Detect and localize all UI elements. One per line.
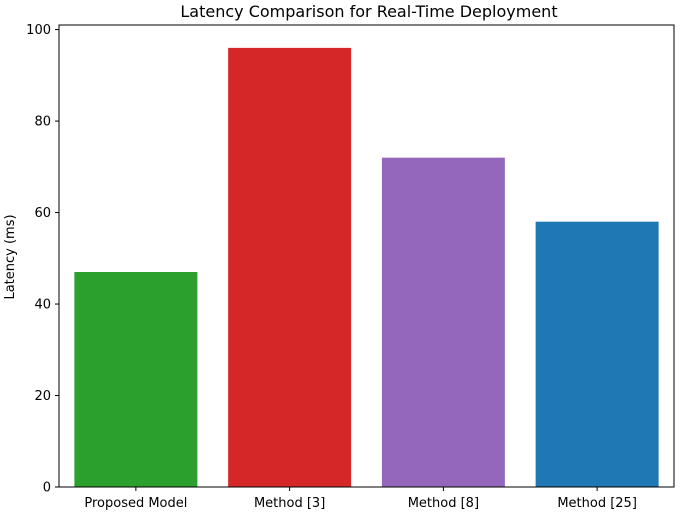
bar-4	[535, 221, 659, 488]
x-axis-ticks: Proposed Model Method [3] Method [8] Method…	[84, 487, 637, 511]
x-tick-label: Method [25]	[557, 496, 637, 511]
bar-1	[74, 272, 198, 487]
y-tick-label: 100	[26, 23, 51, 38]
bars-layer	[74, 47, 659, 488]
x-tick-label: Method [8]	[408, 496, 479, 511]
chart-title: Latency Comparison for Real-Time Deploym…	[180, 2, 557, 21]
plot-frame	[58, 24, 675, 488]
y-tick-label: 20	[34, 389, 51, 404]
y-axis-label: Latency (ms)	[3, 214, 18, 299]
y-tick-label: 0	[43, 481, 51, 496]
bar-3	[381, 157, 505, 487]
x-tick-label: Proposed Model	[84, 496, 187, 511]
y-tick-label: 80	[34, 115, 51, 130]
y-axis-ticks: 0 20 40 60 80 100	[26, 23, 59, 496]
bar-2	[228, 47, 352, 488]
x-tick-label: Method [3]	[254, 496, 325, 511]
y-tick-label: 40	[34, 298, 51, 313]
y-tick-label: 60	[34, 206, 51, 221]
